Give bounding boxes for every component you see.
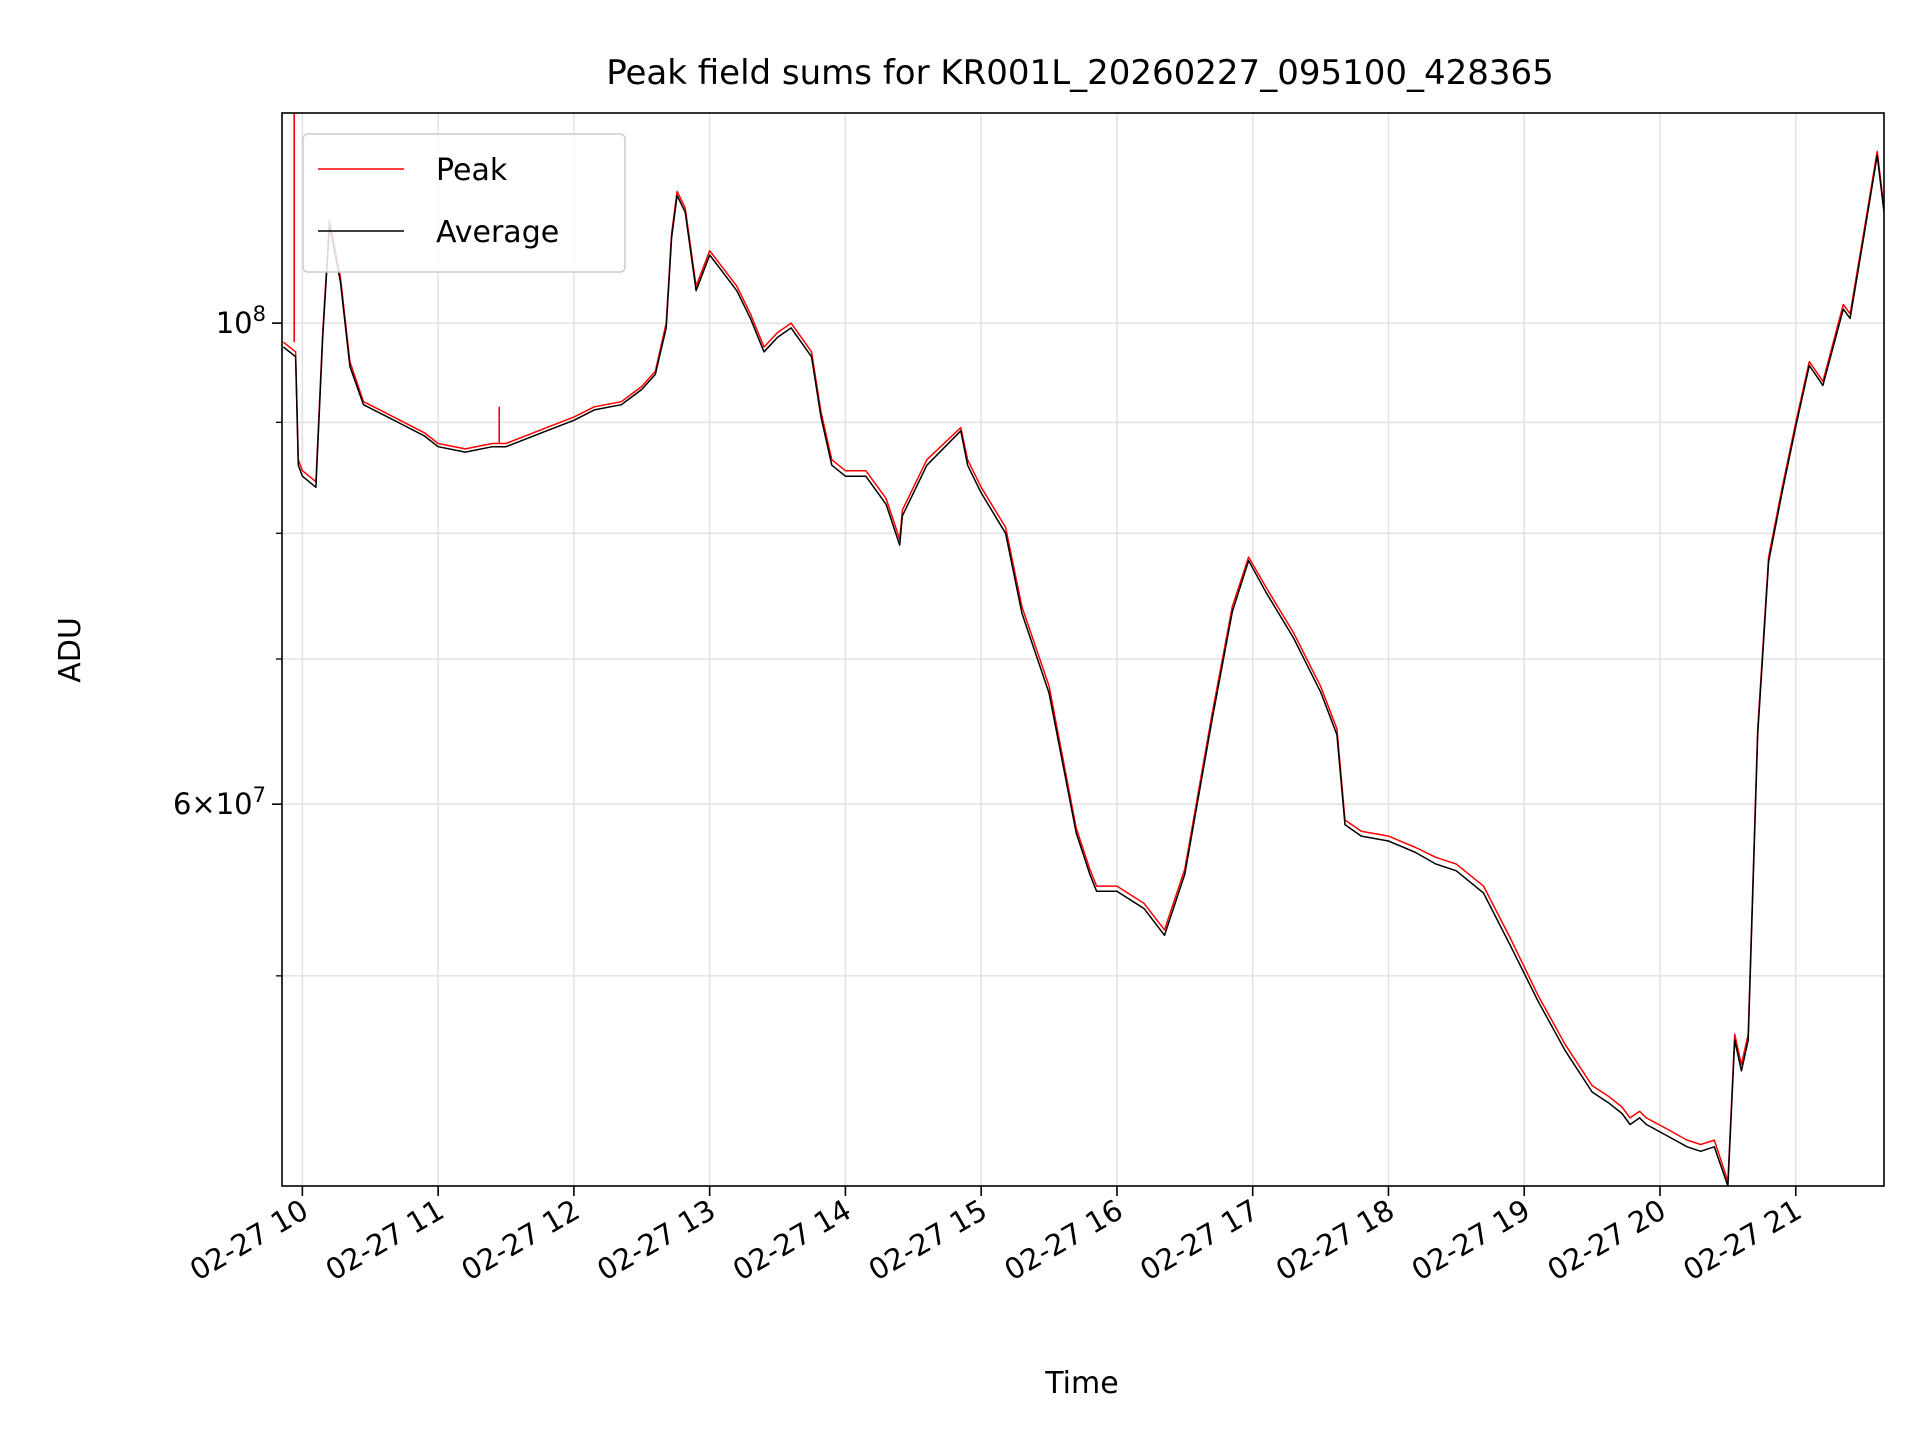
chart-title: Peak field sums for KR001L_20260227_0951… xyxy=(606,53,1554,93)
legend-label-peak: Peak xyxy=(436,153,508,188)
legend-label-average: Average xyxy=(436,215,559,250)
x-axis-label: Time xyxy=(1044,1366,1118,1401)
series-line-peak xyxy=(282,150,1884,1183)
y-tick-label: 6×107 xyxy=(173,783,266,821)
series-lines xyxy=(282,113,1884,1186)
grid xyxy=(282,113,1884,1186)
y-axis-label: ADU xyxy=(53,617,88,683)
plot-frame xyxy=(281,112,1885,1187)
y-tick-label: 108 xyxy=(216,302,266,340)
legend: Peak Average xyxy=(302,133,626,273)
series-line-average xyxy=(282,154,1884,1186)
